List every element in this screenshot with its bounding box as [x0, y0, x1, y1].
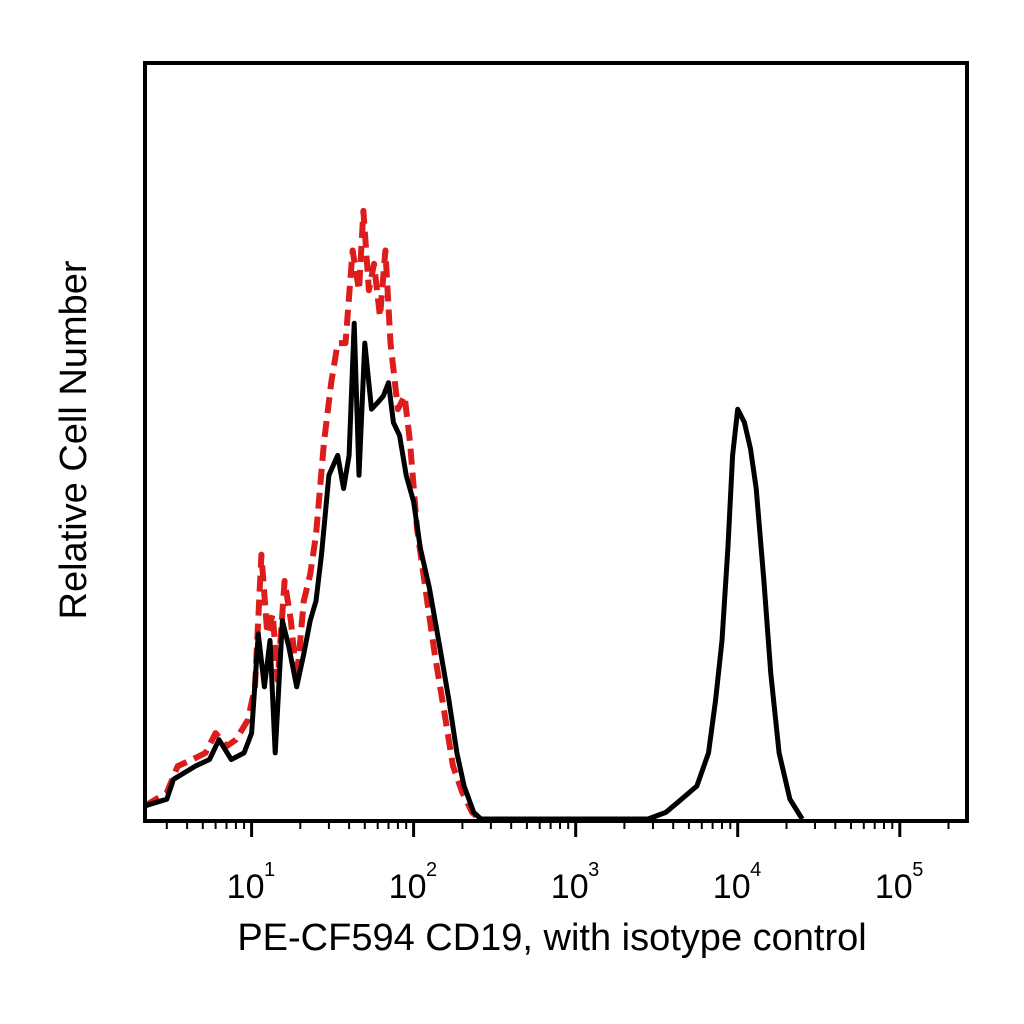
x-tick-label-exponent: 3	[588, 859, 599, 881]
x-tick-label: 10	[227, 868, 265, 906]
plot-frame	[143, 61, 969, 823]
x-tick-label: 10	[713, 868, 751, 906]
x-tick-label-exponent: 5	[912, 859, 923, 881]
series-layer	[143, 207, 805, 822]
x-tick-label-exponent: 2	[426, 859, 437, 881]
x-tick-label: 10	[389, 868, 427, 906]
x-tick-label: 10	[551, 868, 589, 906]
x-tick-label-exponent: 4	[750, 859, 761, 881]
x-tick-label: 10	[875, 868, 913, 906]
x-axis-title: PE-CF594 CD19, with isotype control	[237, 917, 866, 959]
x-tick-labels: 10 1 10 2 10 3 10 4 10 5	[227, 859, 924, 906]
x-tick-label-exponent: 1	[264, 859, 275, 881]
cd19-series-line	[144, 320, 805, 822]
y-axis-title: Relative Cell Number	[53, 260, 95, 619]
